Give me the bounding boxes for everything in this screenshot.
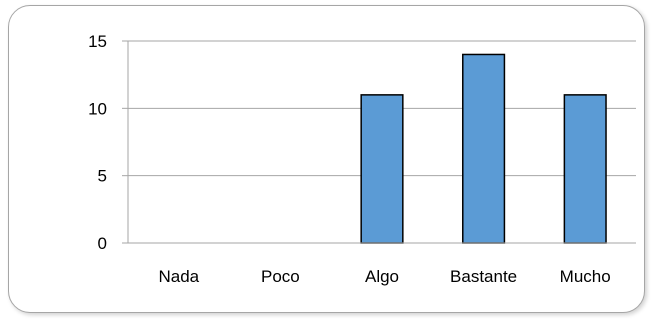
- bars: [360, 53, 607, 244]
- bar-bastante: [462, 53, 506, 244]
- x-tick-label: Poco: [261, 267, 300, 286]
- tick-labels: 0 5 10 15 Nada Poco Algo Bastante Mucho: [88, 32, 611, 286]
- x-tick-label: Bastante: [450, 267, 517, 286]
- bar-algo: [360, 94, 404, 244]
- y-tick-label: 5: [98, 167, 107, 186]
- x-tick-label: Nada: [158, 267, 199, 286]
- x-tick-label: Algo: [365, 267, 399, 286]
- y-tick-label: 0: [98, 234, 107, 253]
- chart-frame: [8, 5, 645, 313]
- y-tick-label: 15: [88, 32, 107, 51]
- axes: [122, 40, 636, 244]
- bar-mucho: [563, 94, 607, 244]
- y-tick-label: 10: [88, 99, 107, 118]
- x-tick-label: Mucho: [560, 267, 611, 286]
